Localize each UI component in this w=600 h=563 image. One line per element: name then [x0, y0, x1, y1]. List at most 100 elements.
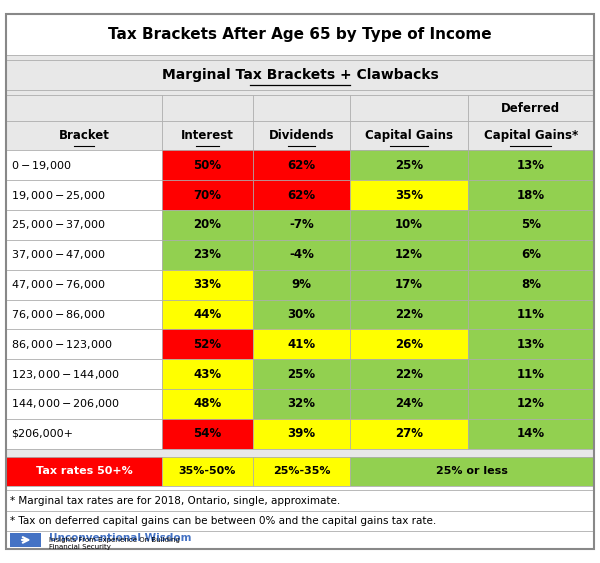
Bar [350, 300, 467, 329]
Bar [253, 270, 350, 300]
Text: 41%: 41% [287, 338, 316, 351]
Bar [467, 359, 594, 389]
Bar [253, 419, 350, 449]
Bar [6, 210, 162, 240]
Text: 17%: 17% [395, 278, 423, 291]
Bar [6, 150, 162, 180]
Text: 20%: 20% [193, 218, 221, 231]
Text: $144,000-$206,000: $144,000-$206,000 [11, 397, 120, 410]
Bar [350, 240, 467, 270]
Text: 25%-35%: 25%-35% [273, 466, 330, 476]
Bar [350, 150, 467, 180]
Bar [162, 150, 253, 180]
Bar [350, 457, 594, 486]
Bar [350, 359, 467, 389]
Bar [162, 329, 253, 359]
Text: 22%: 22% [395, 308, 423, 321]
Text: Tax rates 50+%: Tax rates 50+% [35, 466, 132, 476]
Text: 11%: 11% [517, 308, 545, 321]
Text: 26%: 26% [395, 338, 423, 351]
Text: Capital Gains*: Capital Gains* [484, 129, 578, 142]
Text: 25%: 25% [287, 368, 316, 381]
Bar [467, 419, 594, 449]
Bar [467, 389, 594, 419]
Text: 44%: 44% [193, 308, 221, 321]
Bar [162, 210, 253, 240]
Text: 11%: 11% [517, 368, 545, 381]
Text: 8%: 8% [521, 278, 541, 291]
Bar [162, 419, 253, 449]
Bar [6, 490, 594, 511]
Text: 5%: 5% [521, 218, 541, 231]
Bar [253, 150, 350, 180]
Text: 14%: 14% [517, 427, 545, 440]
Text: 12%: 12% [395, 248, 423, 261]
Bar [6, 389, 162, 419]
Text: $47,000-$76,000: $47,000-$76,000 [11, 278, 106, 291]
Bar [162, 457, 253, 486]
Text: $206,000+: $206,000+ [11, 429, 73, 439]
Text: Interest: Interest [181, 129, 234, 142]
Bar [467, 240, 594, 270]
Bar [162, 300, 253, 329]
Text: Insights From Experience On Building
Financial Security: Insights From Experience On Building Fin… [49, 537, 179, 551]
Text: 25% or less: 25% or less [436, 466, 508, 476]
Bar [253, 359, 350, 389]
Text: 62%: 62% [287, 189, 316, 202]
Bar [6, 60, 594, 90]
Bar [6, 531, 594, 549]
Text: 12%: 12% [517, 397, 545, 410]
Bar [162, 240, 253, 270]
Bar [6, 486, 594, 490]
Text: 27%: 27% [395, 427, 423, 440]
Bar [350, 419, 467, 449]
Bar [6, 240, 162, 270]
Text: $37,000-$47,000: $37,000-$47,000 [11, 248, 106, 261]
Bar [253, 180, 350, 210]
Text: 18%: 18% [517, 189, 545, 202]
Bar [6, 359, 162, 389]
Bar [350, 329, 467, 359]
Text: 32%: 32% [287, 397, 316, 410]
Bar [253, 457, 350, 486]
Text: 54%: 54% [193, 427, 221, 440]
Bar [162, 389, 253, 419]
Bar [253, 240, 350, 270]
Text: 6%: 6% [521, 248, 541, 261]
Bar [350, 210, 467, 240]
Bar [467, 150, 594, 180]
Bar [6, 14, 594, 55]
Text: 22%: 22% [395, 368, 423, 381]
Bar [162, 270, 253, 300]
Bar [162, 180, 253, 210]
Text: 33%: 33% [193, 278, 221, 291]
Text: 43%: 43% [193, 368, 221, 381]
Text: $86,000-$123,000: $86,000-$123,000 [11, 338, 113, 351]
Text: * Tax on deferred capital gains can be between 0% and the capital gains tax rate: * Tax on deferred capital gains can be b… [10, 516, 436, 526]
Text: 30%: 30% [287, 308, 316, 321]
Bar [6, 449, 594, 457]
Text: 39%: 39% [287, 427, 316, 440]
Bar [467, 270, 594, 300]
Text: 35%: 35% [395, 189, 423, 202]
Text: Tax Brackets After Age 65 by Type of Income: Tax Brackets After Age 65 by Type of Inc… [108, 27, 492, 42]
Bar [6, 180, 162, 210]
Bar [253, 300, 350, 329]
Text: $19,000-$25,000: $19,000-$25,000 [11, 189, 106, 202]
Bar [6, 419, 162, 449]
Text: 48%: 48% [193, 397, 221, 410]
Bar [253, 95, 350, 121]
Bar [350, 389, 467, 419]
Text: $123,000-$144,000: $123,000-$144,000 [11, 368, 120, 381]
Bar [6, 95, 162, 121]
Text: -4%: -4% [289, 248, 314, 261]
Text: -7%: -7% [289, 218, 314, 231]
Bar [6, 329, 162, 359]
Text: $25,000-$37,000: $25,000-$37,000 [11, 218, 106, 231]
Bar [6, 457, 162, 486]
Bar [6, 90, 594, 95]
Bar [162, 95, 253, 121]
Bar [6, 121, 162, 150]
Text: 50%: 50% [193, 159, 221, 172]
Text: 13%: 13% [517, 338, 545, 351]
